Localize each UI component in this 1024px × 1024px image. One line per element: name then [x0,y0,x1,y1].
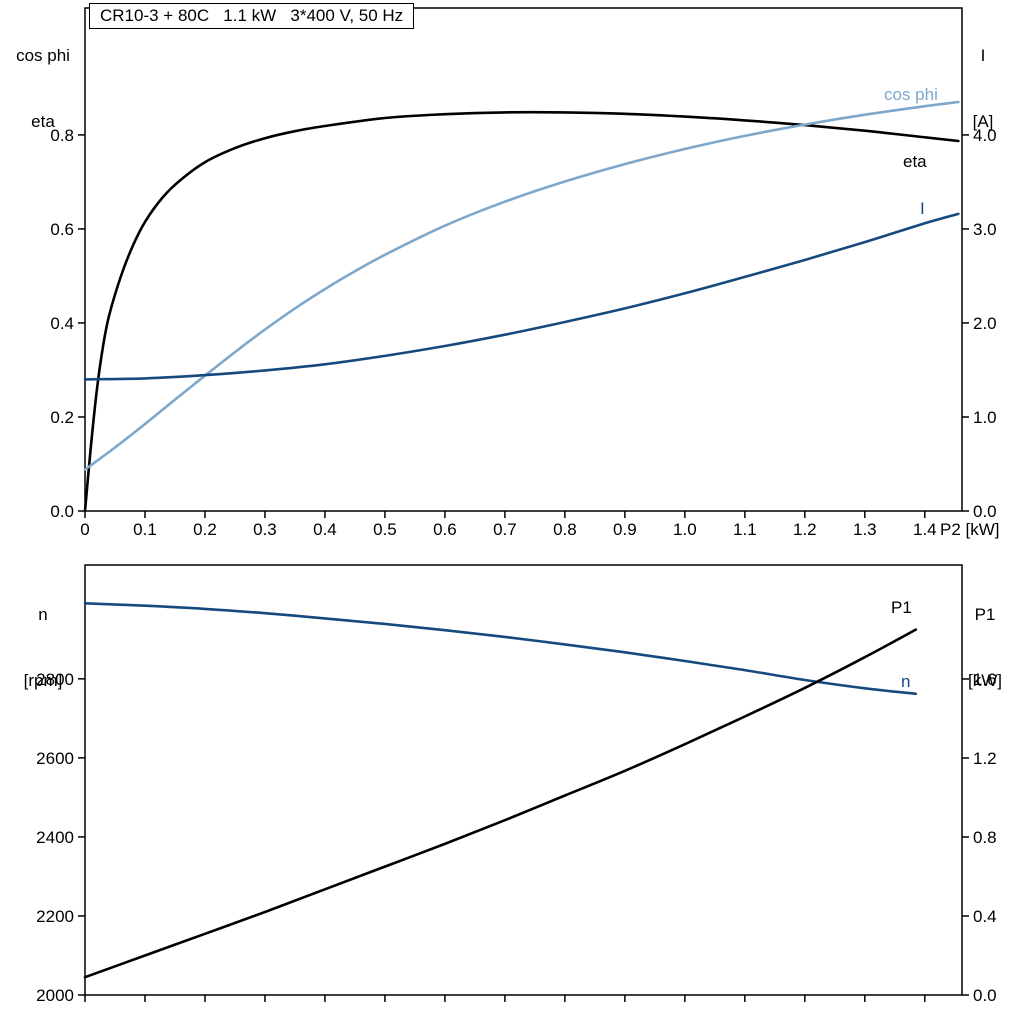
top-x-tick-label: 0.4 [313,520,337,539]
curve-cos-phi [83,100,960,471]
left-axis-label-eta: eta [31,112,55,131]
top-x-tick-label: 0 [80,520,89,539]
top-x-tick-label: 0.5 [373,520,397,539]
bottom-chart-right-axis-title: P1 [kW] [952,560,1018,736]
bottom-right-tick-label: 0.8 [973,828,997,847]
top-chart-right-axis-title: I [A] [952,1,1014,177]
top-x-tick-label: 0.8 [553,520,577,539]
bottom-right-tick-label: 1.2 [973,749,997,768]
top-x-tick-label: 0.2 [193,520,217,539]
chart-title-box: CR10-3 + 80C 1.1 kW 3*400 V, 50 Hz [89,3,415,29]
bottom-left-tick-label: 2000 [36,986,74,1005]
top-right-tick-label: 1.0 [973,408,997,427]
right-axis-label-p1-unit: [kW] [968,671,1002,690]
curve-current [83,212,960,381]
top-left-tick-label: 0.4 [50,314,74,333]
top-x-tick-label: 1.1 [733,520,757,539]
right-axis-label-current: I [980,46,986,65]
top-chart-frame [84,7,963,512]
curve-label-cos-phi: cos phi [884,85,938,104]
curve-label-p1: P1 [891,598,912,617]
right-axis-label-p1: P1 [974,605,996,624]
bottom-right-tick-label: 1.6 [973,670,997,689]
curve-label-n: n [901,672,910,691]
top-x-tick-label: 1.3 [853,520,877,539]
top-x-tick-label: 1.2 [793,520,817,539]
top-x-tick-label: 0.6 [433,520,457,539]
left-axis-label-speed: n [38,605,48,624]
top-x-tick-label: 0.3 [253,520,277,539]
bottom-chart-frame [84,564,963,996]
curve-p1 [83,628,918,979]
left-axis-label-speed-unit: [rpm] [23,671,63,690]
top-right-tick-label: 2.0 [973,314,997,333]
top-chart-left-axis-title: cos phi eta [0,1,86,177]
bottom-left-tick-label: 2800 [36,670,74,689]
top-right-tick-label: 0.0 [973,502,997,521]
bottom-left-tick-label: 2400 [36,828,74,847]
top-x-tick-label: 0.1 [133,520,157,539]
curve-label-current: I [920,199,925,218]
top-left-tick-label: 0.6 [50,220,74,239]
top-left-tick-label: 0.2 [50,408,74,427]
top-right-tick-label: 4.0 [973,126,997,145]
top-left-tick-label: 0.8 [50,126,74,145]
bottom-left-tick-label: 2200 [36,907,74,926]
curve-n [83,602,918,696]
top-left-tick-label: 0.0 [50,502,74,521]
top-x-tick-label: 1.0 [673,520,697,539]
top-x-tick-label: 0.9 [613,520,637,539]
x-axis-label: P2 [kW] [940,520,1000,539]
curve-label-eta: eta [903,152,927,171]
top-x-tick-label: 1.4 [913,520,937,539]
right-axis-label-current-unit: [A] [972,112,994,131]
bottom-left-tick-label: 2600 [36,749,74,768]
bottom-chart-left-axis-title: n [rpm] [0,560,86,736]
curve-eta [83,110,960,513]
top-right-tick-label: 3.0 [973,220,997,239]
top-x-tick-label: 0.7 [493,520,517,539]
bottom-right-tick-label: 0.4 [973,907,997,926]
left-axis-label-cos-phi: cos phi [16,46,70,65]
bottom-right-tick-label: 0.0 [973,986,997,1005]
